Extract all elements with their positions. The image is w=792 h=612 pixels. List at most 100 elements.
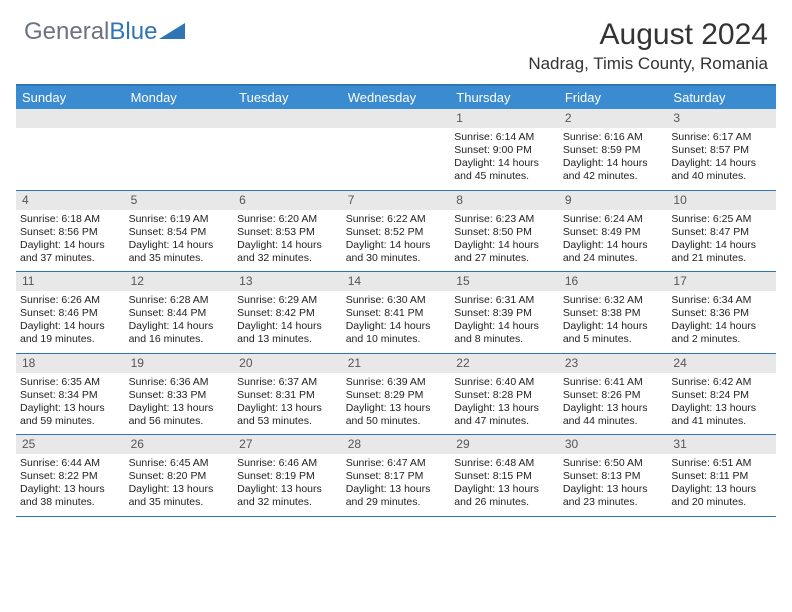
day-number: 23 [559,354,668,373]
day-cell [125,109,234,190]
sunset-text: Sunset: 8:53 PM [237,226,338,239]
sunset-text: Sunset: 8:59 PM [563,144,664,157]
day-cell: 24Sunrise: 6:42 AMSunset: 8:24 PMDayligh… [667,354,776,435]
daylight-text: Daylight: 14 hours and 16 minutes. [129,320,230,346]
daylight-text: Daylight: 14 hours and 10 minutes. [346,320,447,346]
sunrise-text: Sunrise: 6:30 AM [346,294,447,307]
week-row: 25Sunrise: 6:44 AMSunset: 8:22 PMDayligh… [16,435,776,517]
daylight-text: Daylight: 13 hours and 23 minutes. [563,483,664,509]
sunrise-text: Sunrise: 6:37 AM [237,376,338,389]
day-number: 9 [559,191,668,210]
sunset-text: Sunset: 8:17 PM [346,470,447,483]
sunrise-text: Sunrise: 6:35 AM [20,376,121,389]
day-cell: 15Sunrise: 6:31 AMSunset: 8:39 PMDayligh… [450,272,559,353]
sunset-text: Sunset: 8:54 PM [129,226,230,239]
day-cell: 2Sunrise: 6:16 AMSunset: 8:59 PMDaylight… [559,109,668,190]
sunrise-text: Sunrise: 6:24 AM [563,213,664,226]
day-cell: 31Sunrise: 6:51 AMSunset: 8:11 PMDayligh… [667,435,776,516]
day-number: 21 [342,354,451,373]
calendar: Sunday Monday Tuesday Wednesday Thursday… [16,84,776,517]
dayname-friday: Friday [559,86,668,109]
sunset-text: Sunset: 9:00 PM [454,144,555,157]
day-number: 24 [667,354,776,373]
day-cell: 28Sunrise: 6:47 AMSunset: 8:17 PMDayligh… [342,435,451,516]
sunset-text: Sunset: 8:34 PM [20,389,121,402]
sunset-text: Sunset: 8:56 PM [20,226,121,239]
daylight-text: Daylight: 14 hours and 35 minutes. [129,239,230,265]
sunrise-text: Sunrise: 6:16 AM [563,131,664,144]
sunset-text: Sunset: 8:19 PM [237,470,338,483]
sunrise-text: Sunrise: 6:46 AM [237,457,338,470]
daylight-text: Daylight: 14 hours and 5 minutes. [563,320,664,346]
day-number: 30 [559,435,668,454]
daylight-text: Daylight: 13 hours and 50 minutes. [346,402,447,428]
daylight-text: Daylight: 14 hours and 13 minutes. [237,320,338,346]
sunrise-text: Sunrise: 6:25 AM [671,213,772,226]
sunrise-text: Sunrise: 6:39 AM [346,376,447,389]
day-cell: 27Sunrise: 6:46 AMSunset: 8:19 PMDayligh… [233,435,342,516]
day-number: 20 [233,354,342,373]
day-cell: 5Sunrise: 6:19 AMSunset: 8:54 PMDaylight… [125,191,234,272]
dayname-thursday: Thursday [450,86,559,109]
sunset-text: Sunset: 8:15 PM [454,470,555,483]
week-row: 18 Sunrise: 6:35 AMSunset: 8:34 PM Dayligh… [16,354,776,436]
day-number: 12 [125,272,234,291]
sunrise-text: Sunrise: 6:51 AM [671,457,772,470]
daylight-text: Daylight: 14 hours and 45 minutes. [454,157,555,183]
dayname-wednesday: Wednesday [342,86,451,109]
day-number: 14 [342,272,451,291]
day-cell: 22Sunrise: 6:40 AMSunset: 8:28 PMDayligh… [450,354,559,435]
day-cell: 29Sunrise: 6:48 AMSunset: 8:15 PMDayligh… [450,435,559,516]
daylight-text: Daylight: 13 hours and 44 minutes. [563,402,664,428]
day-cell: 11Sunrise: 6:26 AMSunset: 8:46 PMDayligh… [16,272,125,353]
day-number: 7 [342,191,451,210]
day-number: 18 [16,354,125,373]
day-number: 4 [16,191,125,210]
day-cell: 14 Sunrise: 6:30 AMSunset: 8:41 PMDayligh… [342,272,451,353]
week-row: 1Sunrise: 6:14 AMSunset: 9:00 PMDaylight… [16,109,776,191]
day-number: 1 [450,109,559,128]
sunset-text: Sunset: 8:11 PM [671,470,772,483]
daylight-text: Daylight: 14 hours and 2 minutes. [671,320,772,346]
sunset-text: Sunset: 8:39 PM [454,307,555,320]
day-number: 3 [667,109,776,128]
day-cell: 13Sunrise: 6:29 AMSunset: 8:42 PMDayligh… [233,272,342,353]
day-number [125,109,234,128]
day-cell: 18Sunrise: 6:35 AMSunset: 8:34 PMDayligh… [16,354,125,435]
daylight-text: Daylight: 14 hours and 42 minutes. [563,157,664,183]
sunrise-text: Sunrise: 6:42 AM [671,376,772,389]
daylight-text: Daylight: 13 hours and 41 minutes. [671,402,772,428]
sunset-text: Sunset: 8:52 PM [346,226,447,239]
sunset-text: Sunset: 8:46 PM [20,307,121,320]
sunrise-text: Sunrise: 6:41 AM [563,376,664,389]
daylight-text: Daylight: 13 hours and 35 minutes. [129,483,230,509]
daylight-text: Daylight: 14 hours and 21 minutes. [671,239,772,265]
week-row: 11Sunrise: 6:26 AMSunset: 8:46 PMDayligh… [16,272,776,354]
sunset-text: Sunset: 8:50 PM [454,226,555,239]
day-cell: 1Sunrise: 6:14 AMSunset: 9:00 PMDaylight… [450,109,559,190]
day-cell: 12Sunrise: 6:28 AMSunset: 8:44 PMDayligh… [125,272,234,353]
sunset-text: Sunset: 8:42 PM [237,307,338,320]
day-cell [233,109,342,190]
day-number: 29 [450,435,559,454]
day-number: 17 [667,272,776,291]
logo-text-gray: General [24,18,109,46]
sunset-text: Sunset: 8:41 PM [346,307,447,320]
day-cell [342,109,451,190]
day-number: 22 [450,354,559,373]
sunset-text: Sunset: 8:44 PM [129,307,230,320]
sunrise-text: Sunrise: 6:45 AM [129,457,230,470]
day-number: 13 [233,272,342,291]
daylight-text: Daylight: 13 hours and 29 minutes. [346,483,447,509]
location: Nadrag, Timis County, Romania [528,54,768,74]
sunrise-text: Sunrise: 6:40 AM [454,376,555,389]
day-number: 15 [450,272,559,291]
day-number [342,109,451,128]
dayname-row: Sunday Monday Tuesday Wednesday Thursday… [16,86,776,109]
daylight-text: Daylight: 13 hours and 26 minutes. [454,483,555,509]
daylight-text: Daylight: 14 hours and 40 minutes. [671,157,772,183]
sunrise-text: Sunrise: 6:18 AM [20,213,121,226]
day-number: 16 [559,272,668,291]
sunset-text: Sunset: 8:13 PM [563,470,664,483]
sunrise-text: Sunrise: 6:23 AM [454,213,555,226]
